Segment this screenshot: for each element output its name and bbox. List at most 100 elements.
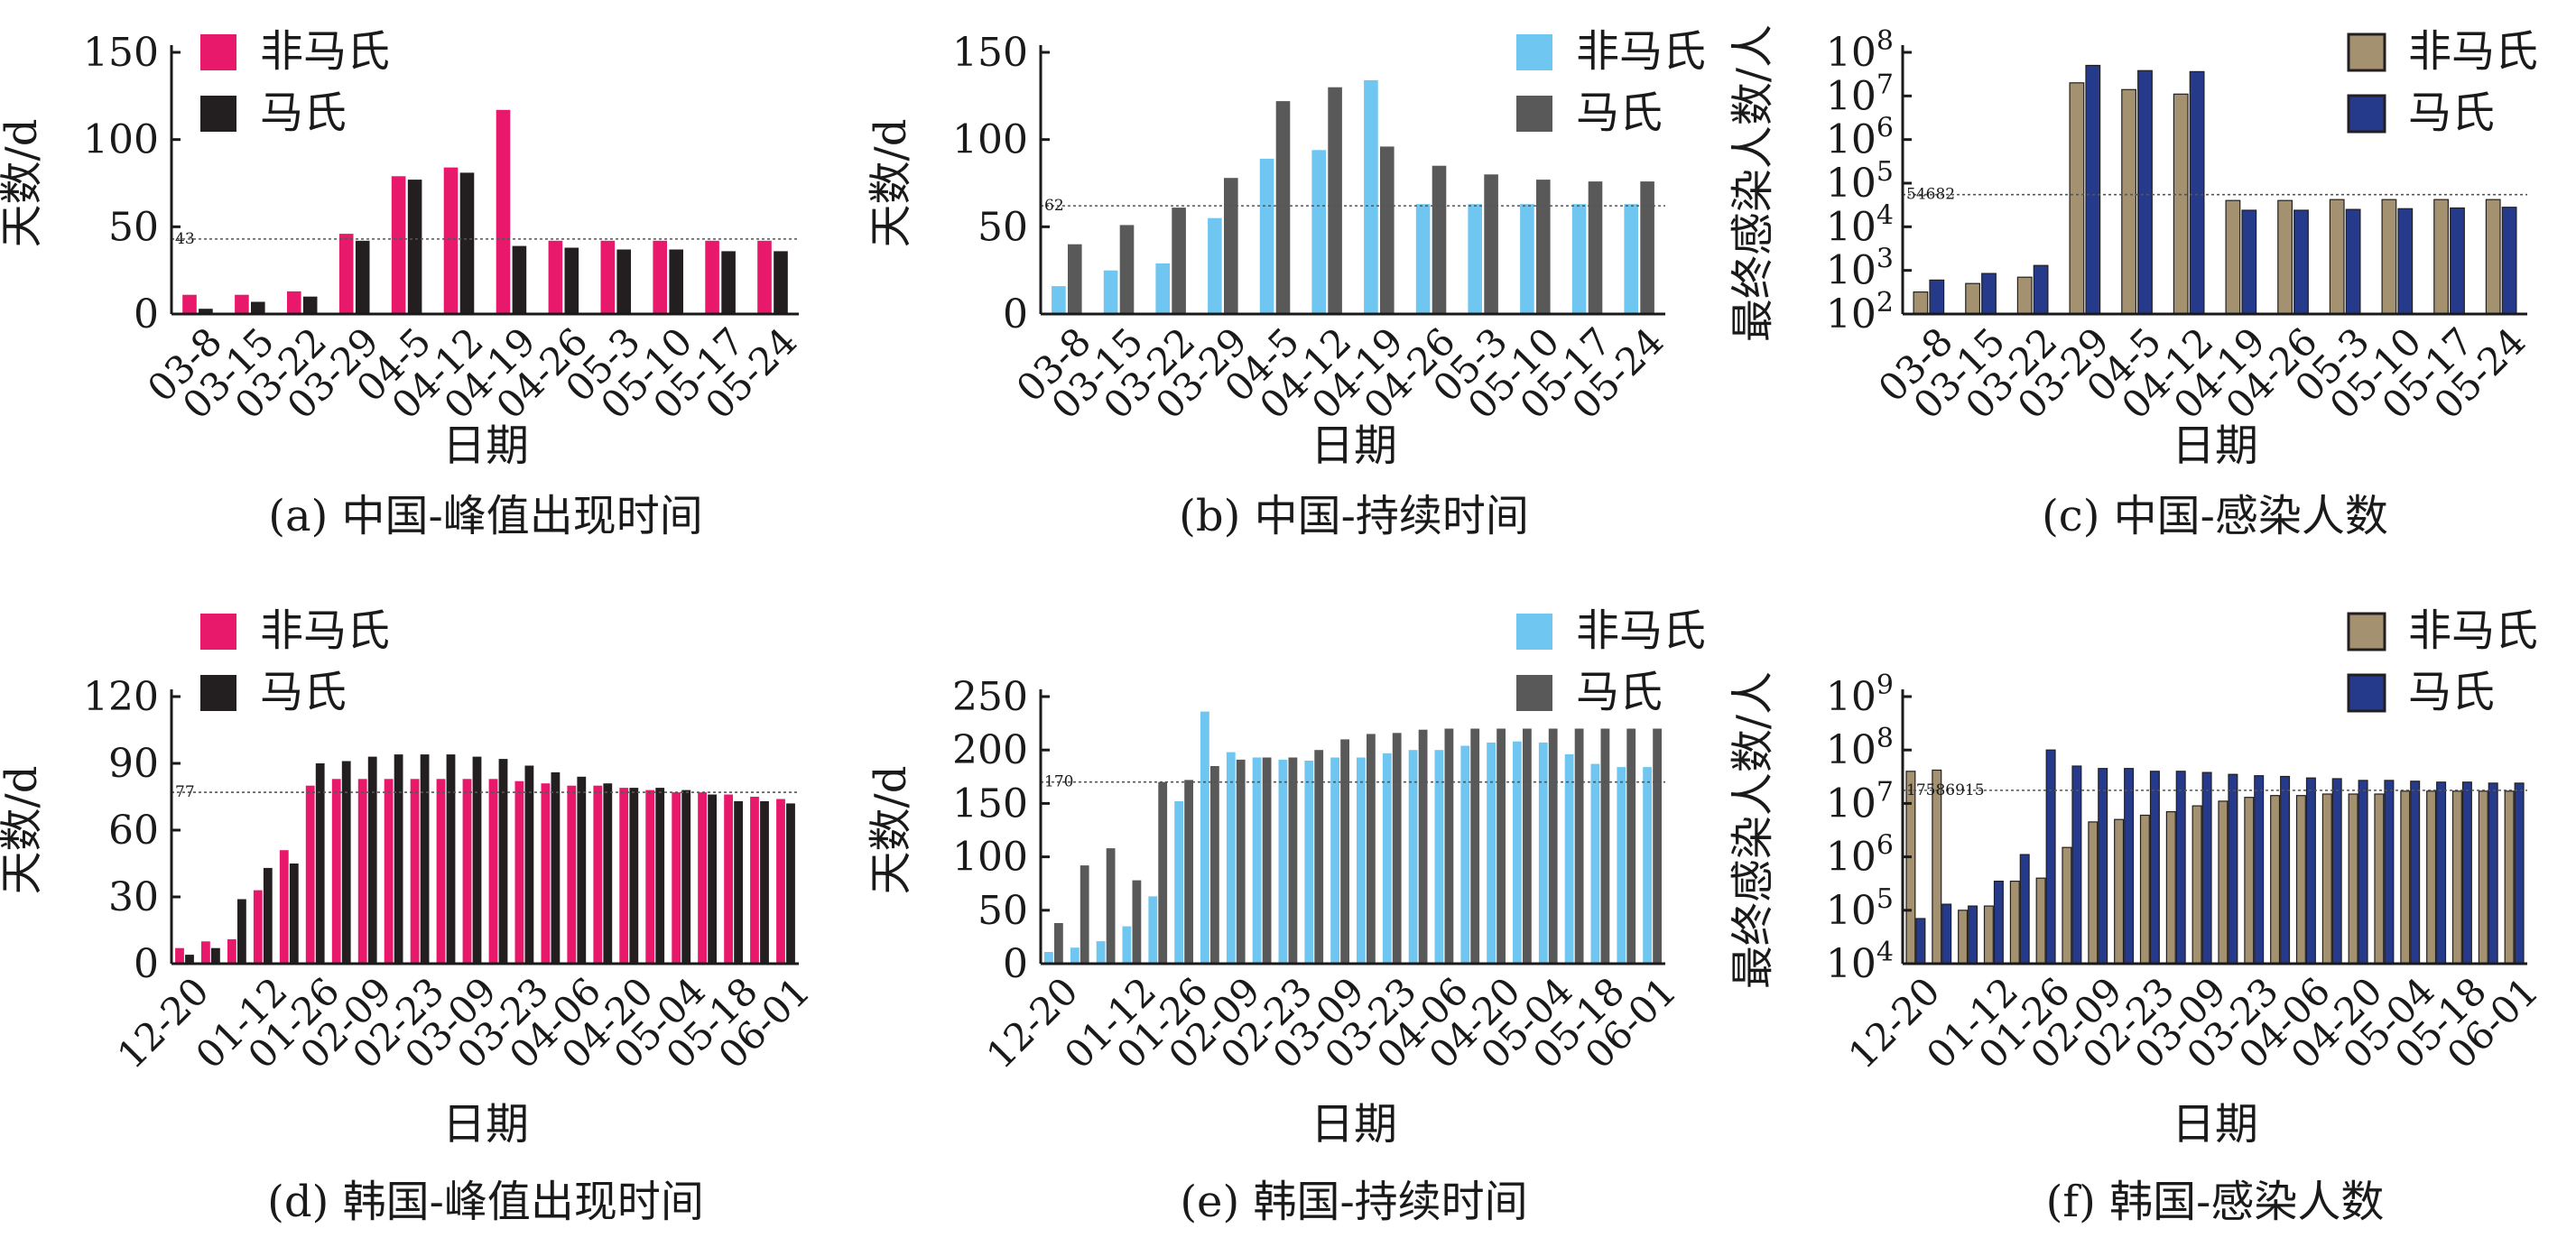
bar	[175, 947, 184, 964]
bar	[616, 249, 631, 314]
bar	[2175, 771, 2186, 965]
legend-label: 非马氏	[260, 605, 390, 656]
bar	[2088, 821, 2099, 965]
bar	[2374, 793, 2385, 965]
y-tick-label: 50	[108, 204, 159, 250]
bar	[1357, 757, 1366, 964]
bar	[1054, 923, 1063, 964]
bar	[2165, 810, 2176, 965]
legend-swatch	[2347, 612, 2386, 651]
bar	[1259, 158, 1274, 314]
bar	[1590, 763, 1600, 964]
legend-swatch	[200, 675, 236, 711]
bar	[2191, 805, 2202, 965]
bar	[2019, 854, 2030, 965]
bar	[1311, 150, 1326, 314]
bar	[655, 788, 665, 964]
bar	[2218, 800, 2229, 965]
y-axis-title: 天数/d	[866, 766, 916, 895]
bar	[420, 754, 430, 964]
bar	[2069, 82, 2085, 315]
bar	[2410, 781, 2421, 965]
bar	[2400, 790, 2411, 965]
y-tick-label: 100	[83, 117, 159, 163]
bar	[355, 240, 370, 314]
y-tick-label: 106	[1826, 830, 1894, 881]
x-axis-title: 日期	[442, 420, 529, 471]
legend-label: 非马氏	[1576, 605, 1706, 656]
bar	[2244, 797, 2255, 965]
bar	[2033, 264, 2049, 315]
bar	[2149, 771, 2160, 965]
bar	[1487, 742, 1496, 964]
bar	[472, 756, 482, 964]
bar	[2433, 199, 2450, 315]
bar	[2348, 793, 2358, 965]
bar	[629, 788, 639, 964]
bar	[201, 941, 210, 964]
bar	[1653, 728, 1662, 964]
series-non-markov	[1044, 711, 1652, 964]
bar	[1174, 801, 1183, 964]
bar	[1617, 767, 1626, 964]
bar	[496, 109, 511, 314]
bar	[1278, 759, 1288, 964]
panel-caption: (f) 韩国-感染人数	[2046, 1177, 2385, 1227]
reference-label: 54682	[1906, 186, 1955, 204]
series-markov	[1068, 87, 1654, 314]
bar	[2295, 795, 2306, 965]
bar	[1929, 279, 1945, 315]
legend-swatch	[2347, 32, 2386, 72]
bar	[1520, 204, 1534, 314]
bar	[235, 294, 249, 314]
bar	[708, 794, 717, 964]
x-axis-title: 日期	[442, 1099, 529, 1150]
x-axis-title: 日期	[1311, 1099, 1397, 1150]
bar	[1408, 750, 1418, 964]
bar	[1364, 79, 1378, 315]
bar	[2329, 199, 2345, 315]
bar	[1470, 728, 1480, 964]
bar	[524, 765, 534, 964]
panel-d-korea-peak-time: 77030609012012-2001-1201-2602-0902-2303-…	[0, 605, 819, 1227]
bar	[1226, 752, 1236, 964]
bar	[407, 180, 422, 314]
bar	[603, 783, 613, 964]
series-non-markov	[182, 109, 772, 314]
y-tick-label: 107	[1826, 776, 1894, 827]
y-tick-label: 107	[1826, 69, 1894, 119]
bar	[1208, 217, 1222, 314]
bar	[2461, 781, 2472, 965]
bar	[1122, 926, 1132, 964]
bar	[1434, 750, 1444, 964]
bar	[512, 245, 527, 314]
bar	[1993, 880, 2004, 965]
bar	[2228, 773, 2238, 965]
reference-label: 43	[175, 230, 195, 248]
y-tick-label: 150	[83, 30, 159, 76]
legend-label: 马氏	[260, 667, 347, 717]
bar	[774, 251, 788, 314]
bar	[1392, 733, 1402, 964]
bar	[2436, 781, 2447, 965]
bar	[1496, 728, 1506, 964]
y-tick-label: 150	[952, 30, 1028, 76]
bar	[2331, 778, 2342, 965]
legend-label: 马氏	[260, 88, 347, 138]
bar	[1643, 767, 1652, 964]
bar	[391, 176, 406, 314]
bar	[1915, 918, 1926, 965]
bar	[724, 794, 733, 964]
bar	[1252, 757, 1262, 964]
bar	[653, 240, 667, 314]
bar	[2114, 818, 2125, 965]
bar	[1052, 286, 1066, 314]
series-markov	[185, 754, 795, 964]
y-tick-label: 120	[83, 674, 159, 720]
bar	[1068, 244, 1082, 314]
reference-label: 170	[1044, 773, 1073, 791]
bar	[564, 247, 579, 314]
y-tick-label: 109	[1826, 670, 1894, 720]
